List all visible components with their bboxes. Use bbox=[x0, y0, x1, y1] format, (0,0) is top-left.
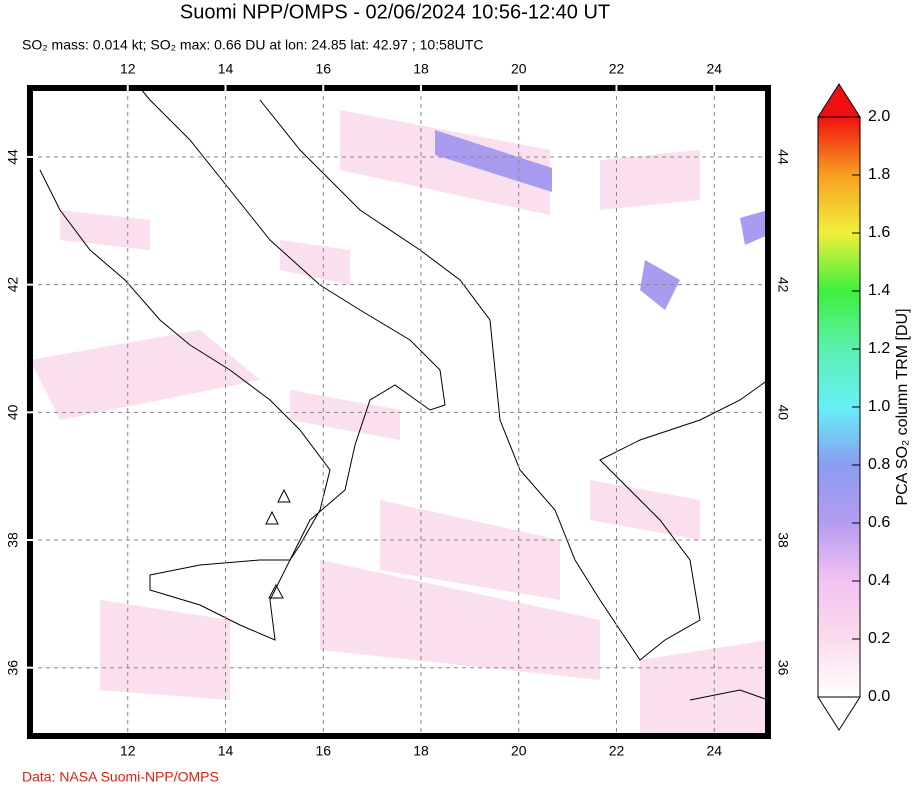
colorbar-tick-label: 1.2 bbox=[868, 340, 890, 357]
y-tick-label: 40 bbox=[775, 405, 791, 421]
colorbar-tick-label: 0.8 bbox=[868, 456, 890, 473]
x-tick-label: 22 bbox=[609, 743, 625, 759]
x-tick-label: 12 bbox=[120, 61, 136, 77]
y-tick-label: 38 bbox=[5, 532, 21, 548]
x-tick-label: 18 bbox=[413, 743, 429, 759]
x-tick-label: 18 bbox=[413, 61, 429, 77]
colorbar-tick-label: 0.2 bbox=[868, 630, 890, 647]
subtitle: SO₂ mass: 0.014 kt; SO₂ max: 0.66 DU at … bbox=[22, 37, 483, 53]
x-tick-label: 20 bbox=[511, 743, 527, 759]
x-tick-label: 12 bbox=[120, 743, 136, 759]
colorbar-tick-label: 2.0 bbox=[868, 108, 890, 125]
colorbar-tick-label: 1.4 bbox=[868, 282, 890, 299]
volcano-marker bbox=[265, 510, 279, 525]
y-tick-label: 44 bbox=[775, 149, 791, 165]
x-tick-label: 22 bbox=[609, 61, 625, 77]
coastline bbox=[259, 99, 768, 661]
y-tick-label: 44 bbox=[5, 149, 21, 165]
colorbar-label: PCA SO₂ column TRM [DU] bbox=[894, 308, 911, 505]
coastline bbox=[149, 559, 291, 641]
x-tick-label: 24 bbox=[706, 61, 722, 77]
y-tick-label: 42 bbox=[5, 277, 21, 293]
y-tick-label: 36 bbox=[775, 660, 791, 676]
x-tick-label: 24 bbox=[706, 743, 722, 759]
x-tick-label: 20 bbox=[511, 61, 527, 77]
volcano-marker bbox=[277, 488, 291, 503]
colorbar-tick-label: 1.6 bbox=[868, 224, 890, 241]
colorbar-tick-label: 0.4 bbox=[868, 572, 890, 589]
coastline bbox=[39, 88, 446, 561]
colorbar-extend-high bbox=[817, 83, 861, 118]
y-tick-label: 36 bbox=[5, 660, 21, 676]
colorbar-tick-label: 0.6 bbox=[868, 514, 890, 531]
x-tick-label: 14 bbox=[218, 743, 234, 759]
coastline bbox=[689, 689, 768, 701]
volcano-marker bbox=[268, 583, 284, 599]
grid bbox=[30, 88, 768, 736]
x-tick-label: 14 bbox=[218, 61, 234, 77]
colorbar-tick-label: 0.0 bbox=[868, 688, 890, 705]
y-tick-label: 38 bbox=[775, 532, 791, 548]
credit: Data: NASA Suomi-NPP/OMPS bbox=[22, 769, 219, 785]
colorbar-tick-label: 1.0 bbox=[868, 398, 890, 415]
colorbar-tick-label: 1.8 bbox=[868, 166, 890, 183]
y-tick-label: 42 bbox=[775, 277, 791, 293]
x-tick-label: 16 bbox=[315, 61, 331, 77]
y-tick-label: 40 bbox=[5, 404, 21, 420]
x-tick-label: 16 bbox=[315, 743, 331, 759]
colorbar-extend-low bbox=[817, 696, 861, 731]
title: Suomi NPP/OMPS - 02/06/2024 10:56-12:40 … bbox=[180, 1, 610, 23]
